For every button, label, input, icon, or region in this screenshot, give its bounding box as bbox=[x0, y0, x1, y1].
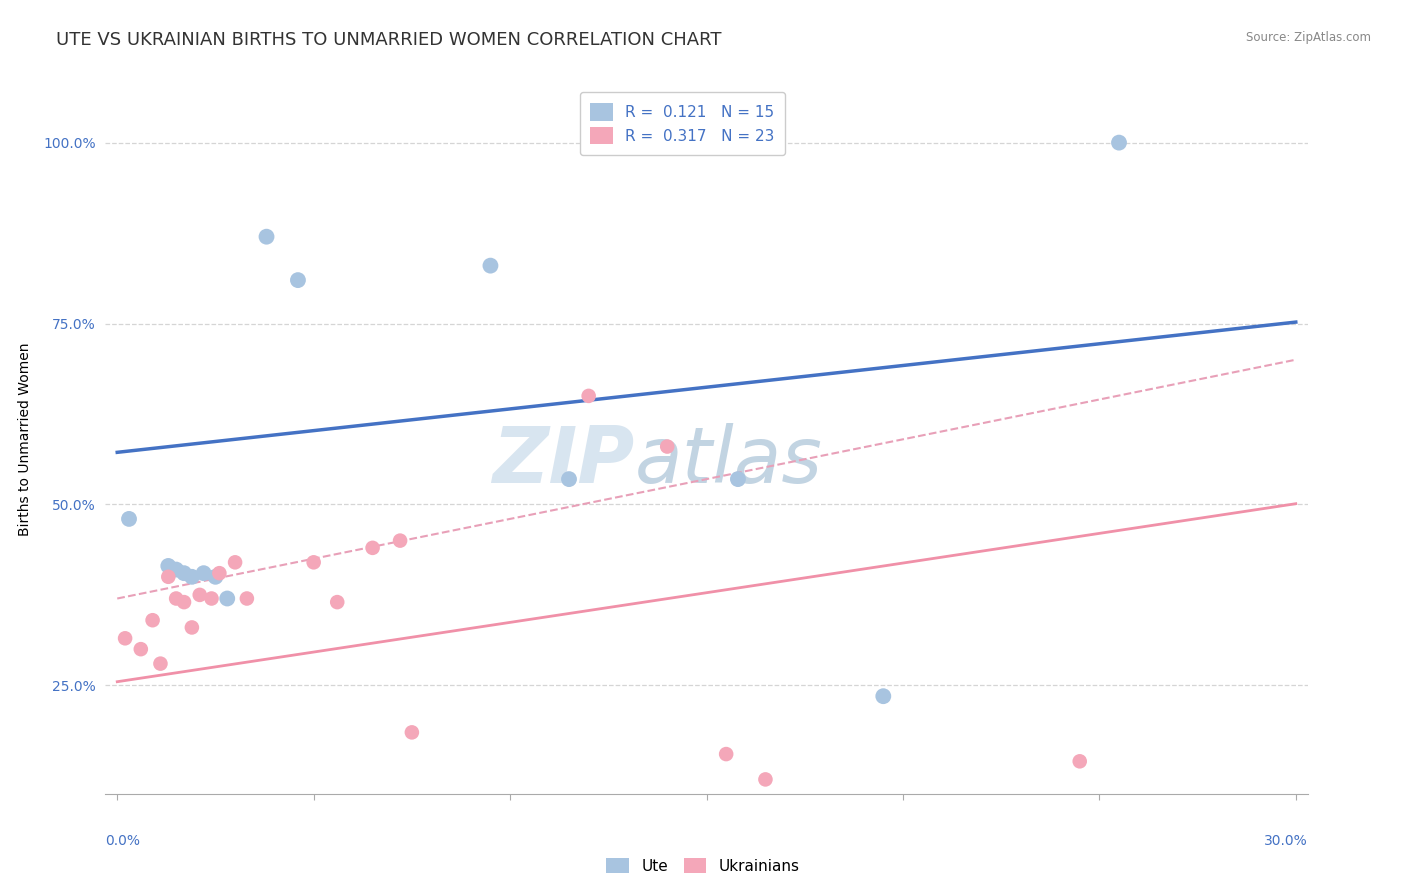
Point bbox=[165, 563, 187, 577]
Point bbox=[1108, 136, 1130, 150]
Text: atlas: atlas bbox=[634, 423, 823, 499]
Point bbox=[188, 588, 211, 602]
Point bbox=[208, 566, 231, 581]
Point bbox=[200, 591, 222, 606]
Point bbox=[389, 533, 412, 548]
Legend: Ute, Ukrainians: Ute, Ukrainians bbox=[600, 852, 806, 880]
Point bbox=[180, 620, 202, 634]
Point bbox=[204, 570, 226, 584]
Point bbox=[302, 555, 325, 569]
Point bbox=[173, 566, 195, 581]
Point bbox=[657, 440, 679, 454]
Point bbox=[558, 472, 581, 486]
Point bbox=[118, 512, 141, 526]
Point bbox=[754, 772, 776, 787]
Point bbox=[236, 591, 259, 606]
Point bbox=[714, 747, 737, 761]
Point bbox=[256, 229, 278, 244]
Text: 30.0%: 30.0% bbox=[1264, 834, 1308, 848]
Point bbox=[157, 558, 180, 573]
Point bbox=[727, 472, 749, 486]
Point bbox=[326, 595, 349, 609]
Point bbox=[287, 273, 309, 287]
Point bbox=[224, 555, 246, 569]
Point bbox=[872, 689, 894, 703]
Point bbox=[142, 613, 165, 627]
Point bbox=[1069, 754, 1091, 768]
Point bbox=[217, 591, 239, 606]
Point bbox=[401, 725, 423, 739]
Legend: R =  0.121   N = 15, R =  0.317   N = 23: R = 0.121 N = 15, R = 0.317 N = 23 bbox=[579, 93, 786, 155]
Text: ZIP: ZIP bbox=[492, 423, 634, 499]
Text: 0.0%: 0.0% bbox=[105, 834, 141, 848]
Point bbox=[578, 389, 600, 403]
Point bbox=[361, 541, 384, 555]
Point bbox=[129, 642, 152, 657]
Point bbox=[157, 570, 180, 584]
Point bbox=[173, 595, 195, 609]
Point bbox=[479, 259, 502, 273]
Text: UTE VS UKRAINIAN BIRTHS TO UNMARRIED WOMEN CORRELATION CHART: UTE VS UKRAINIAN BIRTHS TO UNMARRIED WOM… bbox=[56, 31, 721, 49]
Text: Source: ZipAtlas.com: Source: ZipAtlas.com bbox=[1246, 31, 1371, 45]
Point bbox=[165, 591, 187, 606]
Point bbox=[149, 657, 172, 671]
Point bbox=[180, 570, 202, 584]
Point bbox=[114, 632, 136, 646]
Y-axis label: Births to Unmarried Women: Births to Unmarried Women bbox=[18, 343, 32, 536]
Point bbox=[193, 566, 215, 581]
